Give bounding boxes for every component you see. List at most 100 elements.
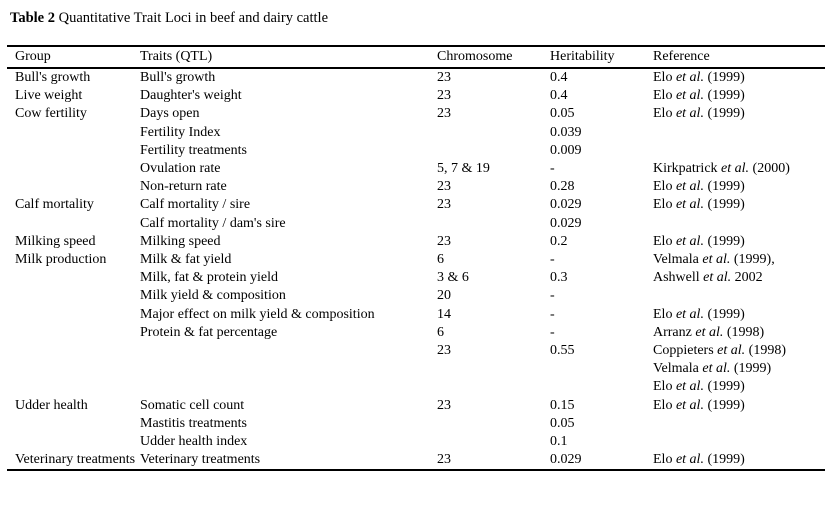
table-row: Major effect on milk yield & composition… <box>7 306 825 324</box>
reference-etal: et al. <box>675 179 704 195</box>
cell-trait: Days open <box>140 106 200 122</box>
reference-etal: et al. <box>675 233 704 249</box>
table-row: Live weight Daughter's weight 23 0.4 Elo… <box>7 87 825 105</box>
cell-group: Bull's growth <box>15 70 91 85</box>
cell-group <box>7 142 140 160</box>
cell-trait: Major effect on milk yield & composition <box>140 306 375 322</box>
cell-heritability <box>550 360 653 378</box>
table-caption: Table 2 Quantitative Trait Loci in beef … <box>10 9 832 27</box>
cell-group <box>7 178 140 196</box>
reference-author: Coppieters <box>653 343 714 359</box>
cell-group <box>7 215 140 233</box>
cell-heritability: 0.55 <box>550 343 575 359</box>
cell-reference <box>653 287 825 305</box>
table-caption-text: Quantitative Trait Loci in beef and dair… <box>58 10 329 26</box>
cell-trait: Daughter's weight <box>140 88 242 104</box>
cell-reference: Elo et al. (1999) <box>653 306 825 324</box>
reference-year: (2000) <box>752 161 790 177</box>
reference-etal: et al. <box>703 270 732 286</box>
cell-heritability: 0.009 <box>550 142 582 158</box>
cell-group: Udder health <box>15 397 88 413</box>
cell-trait: Calf mortality / sire <box>140 197 251 213</box>
table-row: Milk yield & composition 20 - <box>7 287 825 305</box>
cell-group <box>7 287 140 305</box>
cell-group <box>7 324 140 342</box>
cell-group <box>7 415 140 433</box>
table-row: Fertility Index 0.039 <box>7 124 825 142</box>
cell-heritability: 0.039 <box>550 124 582 140</box>
table-row: Calf mortality / dam's sire 0.029 <box>7 215 825 233</box>
reference-year: (1999) <box>707 233 745 249</box>
cell-heritability: 0.15 <box>550 397 575 413</box>
col-header-reference: Reference <box>653 46 825 69</box>
cell-group: Milking speed <box>15 233 96 249</box>
cell-trait: Somatic cell count <box>140 397 245 413</box>
reference-etal: et al. <box>675 379 704 395</box>
cell-heritability: 0.28 <box>550 179 575 195</box>
cell-reference: Elo et al. (1999) <box>653 178 825 196</box>
cell-chromosome <box>437 124 550 142</box>
qtl-table: Group Traits (QTL) Chromosome Heritabili… <box>7 45 825 472</box>
reference-etal: et al. <box>675 106 704 122</box>
reference-author: Elo <box>653 106 673 122</box>
cell-chromosome: 6 <box>437 324 444 340</box>
cell-reference: Elo et al. (1999) <box>653 68 825 87</box>
cell-chromosome: 20 <box>437 288 451 304</box>
cell-chromosome: 14 <box>437 306 451 322</box>
cell-chromosome <box>437 142 550 160</box>
reference-year: (1999) <box>733 361 772 377</box>
reference-etal: et al. <box>675 397 704 413</box>
col-header-heritability: Heritability <box>550 46 653 69</box>
col-header-chromosome: Chromosome <box>437 46 550 69</box>
reference-author: Elo <box>653 88 673 104</box>
cell-reference <box>653 124 825 142</box>
table-row: Milking speed Milking speed 23 0.2 Elo e… <box>7 233 825 251</box>
reference-author: Elo <box>653 179 673 195</box>
cell-heritability: 0.3 <box>550 270 568 286</box>
reference-author: Elo <box>653 306 673 322</box>
reference-year: (1999) <box>707 397 745 413</box>
reference-author: Elo <box>653 379 673 395</box>
cell-heritability: 0.4 <box>550 88 568 104</box>
cell-chromosome: 23 <box>437 88 451 104</box>
cell-group: Live weight <box>15 88 83 104</box>
reference-year: (1999) <box>707 88 745 104</box>
reference-author: Elo <box>653 452 673 468</box>
cell-trait: Ovulation rate <box>140 161 221 177</box>
cell-heritability: 0.2 <box>550 233 568 249</box>
reference-author: Ashwell <box>653 270 700 286</box>
table-number: Table 2 <box>10 10 55 26</box>
reference-etal: et al. <box>675 452 704 468</box>
reference-year: (1999) <box>707 70 745 85</box>
cell-reference: Elo et al. (1999) <box>653 196 825 214</box>
cell-reference: Coppieters et al. (1998) <box>653 342 825 360</box>
reference-etal: et al. <box>702 361 731 377</box>
cell-chromosome: 6 <box>437 252 444 268</box>
cell-heritability: 0.029 <box>550 197 582 213</box>
reference-year: (1999) <box>707 379 745 395</box>
cell-chromosome: 3 & 6 <box>437 270 469 286</box>
reference-year: (1999), <box>733 252 775 268</box>
cell-trait: Fertility treatments <box>140 142 247 158</box>
cell-reference: Velmala et al. (1999) <box>653 360 825 378</box>
table-row: Udder health index 0.1 <box>7 433 825 451</box>
reference-etal: et al. <box>675 70 704 85</box>
cell-trait <box>140 378 437 396</box>
reference-author: Elo <box>653 397 673 413</box>
cell-trait: Non-return rate <box>140 179 227 195</box>
cell-trait: Fertility Index <box>140 124 221 140</box>
cell-group: Calf mortality <box>15 197 94 213</box>
cell-trait: Protein & fat percentage <box>140 324 278 340</box>
cell-reference <box>653 433 825 451</box>
reference-author: Arranz <box>653 324 692 340</box>
reference-year: (1999) <box>707 306 745 322</box>
table-body: Bull's growth Bull's growth 23 0.4 Elo e… <box>7 68 825 470</box>
cell-heritability: 0.1 <box>550 434 568 450</box>
cell-chromosome <box>437 378 550 396</box>
cell-heritability <box>550 378 653 396</box>
reference-year: (1998) <box>726 324 765 340</box>
cell-heritability: - <box>550 324 555 340</box>
cell-chromosome: 23 <box>437 233 451 249</box>
cell-group: Milk production <box>15 252 107 268</box>
reference-etal: et al. <box>702 252 731 268</box>
